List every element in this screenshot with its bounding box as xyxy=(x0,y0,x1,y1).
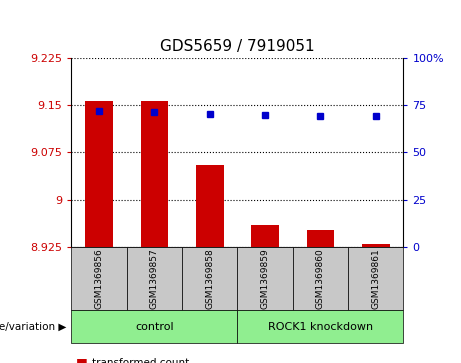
Bar xyxy=(307,230,334,247)
Text: ■: ■ xyxy=(76,356,88,363)
Bar xyxy=(237,247,293,310)
Bar xyxy=(127,247,182,310)
Text: GSM1369857: GSM1369857 xyxy=(150,248,159,309)
Bar xyxy=(71,310,237,343)
Bar xyxy=(182,247,237,310)
Bar xyxy=(85,101,113,247)
Text: genotype/variation ▶: genotype/variation ▶ xyxy=(0,322,67,332)
Bar xyxy=(141,102,168,247)
Bar xyxy=(71,247,127,310)
Text: GSM1369858: GSM1369858 xyxy=(205,248,214,309)
Title: GDS5659 / 7919051: GDS5659 / 7919051 xyxy=(160,39,315,54)
Bar xyxy=(251,225,279,247)
Bar xyxy=(196,165,224,247)
Text: GSM1369861: GSM1369861 xyxy=(371,248,380,309)
Text: GSM1369859: GSM1369859 xyxy=(260,248,270,309)
Text: ROCK1 knockdown: ROCK1 knockdown xyxy=(268,322,373,332)
Text: GSM1369856: GSM1369856 xyxy=(95,248,104,309)
Text: transformed count: transformed count xyxy=(92,358,189,363)
Bar xyxy=(362,244,390,247)
Text: GSM1369860: GSM1369860 xyxy=(316,248,325,309)
Bar xyxy=(293,247,348,310)
Bar xyxy=(348,247,403,310)
Text: control: control xyxy=(135,322,174,332)
Bar xyxy=(237,310,403,343)
